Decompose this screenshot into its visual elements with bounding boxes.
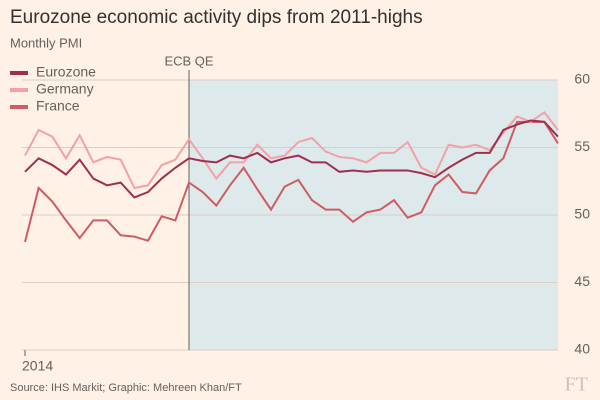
y-tick-label: 50 xyxy=(574,206,590,222)
series-line xyxy=(24,119,559,199)
chart-title: Eurozone economic activity dips from 201… xyxy=(10,7,423,28)
annotation: ECB QE xyxy=(164,53,213,68)
y-tick-label: 40 xyxy=(574,341,590,357)
chart-subtitle: Monthly PMI xyxy=(10,35,82,50)
legend-label: Eurozone xyxy=(36,64,96,80)
logo: FT xyxy=(565,374,588,396)
source: Source: IHS Markit; Graphic: Mehreen Kha… xyxy=(10,382,242,394)
series-line xyxy=(24,120,559,243)
x-tick-label: 2014 xyxy=(22,358,53,374)
legend-label: Germany xyxy=(36,81,94,97)
y-tick-label: 45 xyxy=(574,273,590,289)
series-line xyxy=(24,111,559,190)
y-tick-label: 55 xyxy=(574,138,590,154)
legend-label: France xyxy=(36,98,80,114)
y-tick-label: 60 xyxy=(574,71,590,87)
